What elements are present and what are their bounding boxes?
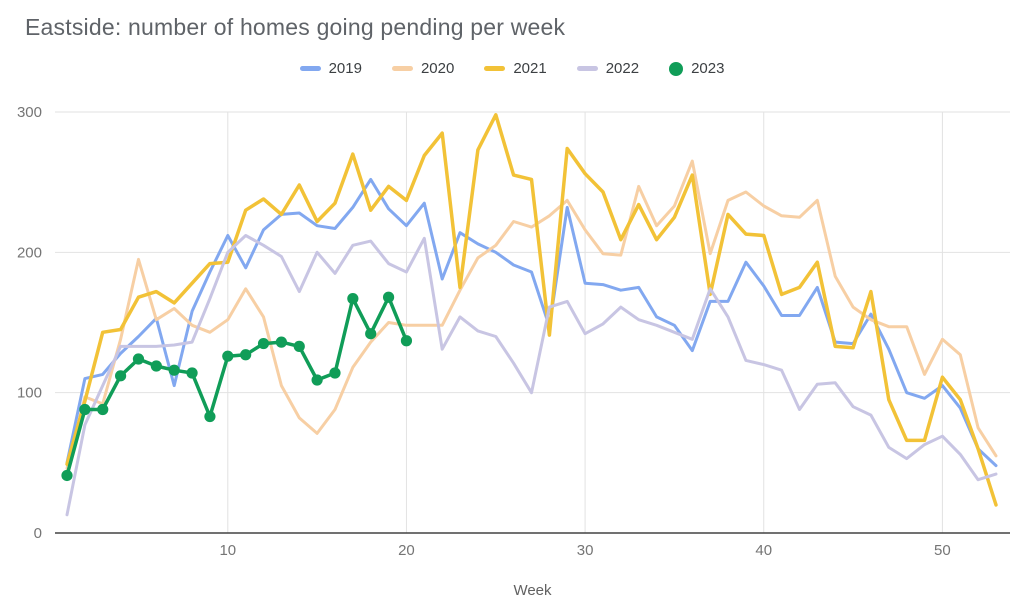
legend-label: 2020 (420, 60, 455, 77)
legend-line-swatch-2022 (576, 66, 598, 71)
data-point-2023 (61, 469, 73, 482)
y-axis-tick: 300 (17, 104, 42, 121)
legend-label: 2021 (513, 60, 547, 77)
chart-title: Eastside: number of homes going pending … (25, 14, 566, 40)
data-point-2023 (150, 360, 162, 372)
data-point-2023 (97, 403, 109, 416)
y-axis-tick: 200 (17, 244, 42, 261)
data-point-2023 (311, 374, 323, 386)
data-point-2023 (204, 410, 216, 423)
x-axis-title: Week (513, 582, 552, 599)
data-point-2023 (240, 349, 252, 361)
legend-label: 2023 (691, 60, 725, 77)
legend-line-swatch-2021 (484, 66, 506, 71)
legend-label: 2019 (328, 60, 362, 77)
data-point-2023 (257, 337, 270, 350)
data-point-2023 (293, 340, 305, 352)
data-point-2023 (222, 350, 234, 362)
data-point-2023 (382, 291, 395, 303)
y-axis-tick: 0 (34, 525, 42, 542)
legend-item-2023[interactable]: 2023 (669, 60, 724, 77)
data-point-2023 (132, 353, 145, 365)
series-line-2022 (65, 234, 998, 517)
data-point-2023 (365, 328, 377, 340)
data-point-2023 (275, 336, 287, 348)
legend-line-swatch-2020 (391, 66, 413, 71)
data-point-2023 (186, 367, 198, 379)
data-point-2023 (329, 367, 341, 379)
legend-dot-swatch-2023 (669, 61, 684, 76)
data-point-2023 (168, 364, 180, 376)
x-axis-tick: 30 (577, 542, 594, 559)
data-point-2023 (400, 335, 413, 347)
legend-line-swatch-2019 (299, 66, 321, 71)
series-line-2021 (65, 113, 998, 507)
x-axis-tick: 10 (219, 542, 236, 559)
series-line-2020 (65, 159, 998, 470)
data-point-2023 (347, 293, 359, 305)
legend-item-2019[interactable]: 2019 (299, 60, 362, 77)
x-axis-tick: 40 (755, 542, 772, 559)
data-point-2023 (114, 370, 127, 382)
data-point-2023 (79, 403, 91, 416)
legend-item-2022[interactable]: 2022 (576, 60, 640, 77)
legend-item-2021[interactable]: 2021 (484, 60, 547, 77)
x-axis-tick: 50 (934, 542, 951, 559)
legend-item-2020[interactable]: 2020 (391, 60, 455, 77)
x-axis-tick: 20 (398, 542, 415, 559)
chart-legend: 2019 2020 2021 2022 2023 (0, 60, 1024, 77)
series-line-2023 (65, 295, 409, 478)
y-axis-tick: 100 (17, 385, 42, 402)
series-line-2019 (65, 177, 998, 468)
legend-label: 2022 (605, 60, 640, 77)
